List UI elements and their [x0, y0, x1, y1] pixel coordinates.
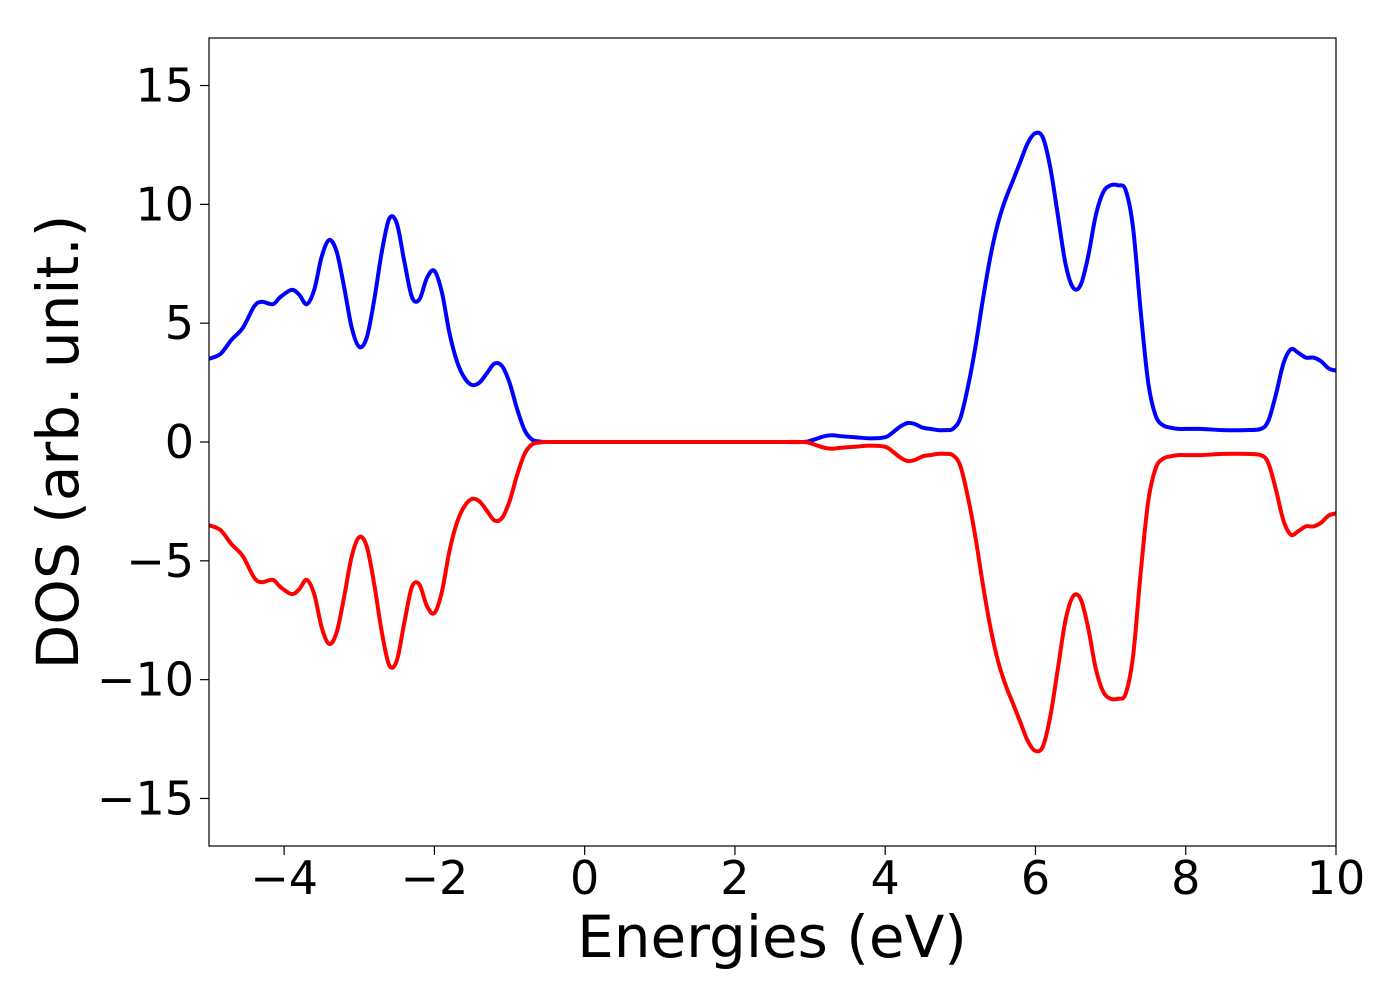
y-tick-label: 5 — [165, 296, 194, 350]
y-tick-label: −10 — [97, 653, 194, 707]
y-axis: −15 −10 −5 0 5 10 15 — [97, 59, 209, 825]
series-line-0 — [209, 130, 1336, 445]
x-tick-label: −2 — [400, 851, 468, 905]
x-tick-label: 6 — [1021, 851, 1050, 905]
x-tick-label: 4 — [871, 851, 900, 905]
x-axis: −4 −2 0 2 4 6 8 10 — [250, 846, 1365, 905]
y-axis-label: DOS (arb. unit.) — [24, 215, 92, 670]
x-tick-label: −4 — [250, 851, 318, 905]
x-tick-label: 2 — [720, 851, 749, 905]
y-tick-label: 10 — [135, 177, 194, 231]
x-tick-label: 8 — [1171, 851, 1200, 905]
y-tick-label: 0 — [165, 415, 194, 469]
x-axis-label: Energies (eV) — [577, 903, 967, 971]
series-line-1 — [209, 439, 1336, 754]
series-layer — [209, 130, 1336, 754]
x-tick-label: 10 — [1307, 851, 1366, 905]
y-tick-label: 15 — [135, 59, 194, 113]
x-tick-label: 0 — [570, 851, 599, 905]
y-tick-label: −5 — [126, 534, 194, 588]
y-tick-label: −15 — [97, 771, 194, 825]
